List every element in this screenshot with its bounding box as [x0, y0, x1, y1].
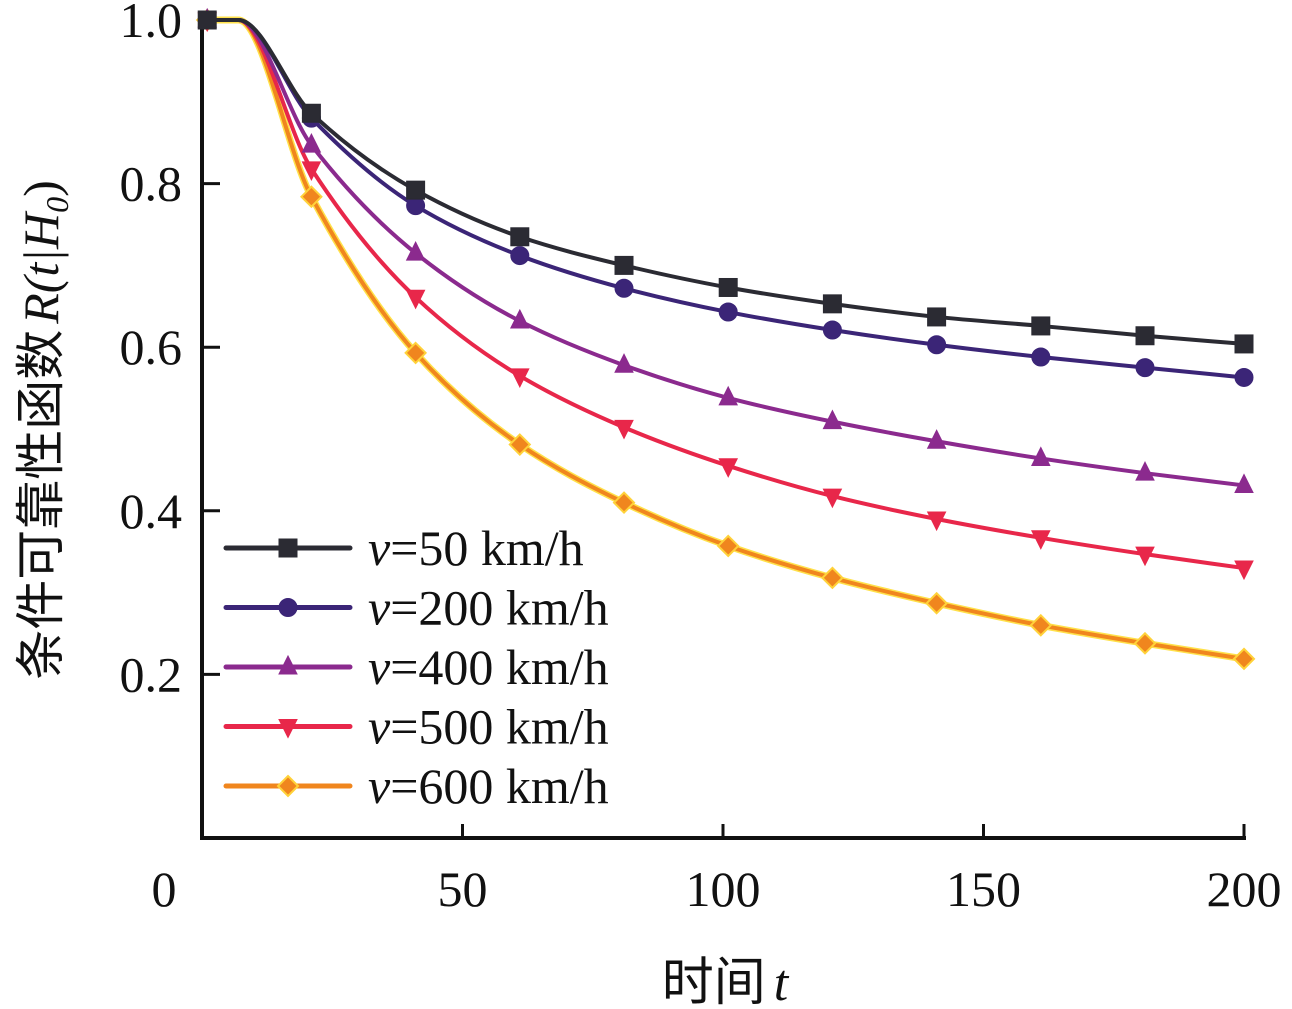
triangle-up-marker — [1234, 473, 1254, 493]
triangle-up-marker — [1135, 461, 1155, 481]
legend-label: v=200 km/h — [368, 580, 609, 636]
x-tick-label: 200 — [1207, 861, 1282, 917]
diamond-marker — [1232, 647, 1256, 671]
x-tick-label: 50 — [438, 861, 488, 917]
diamond-marker — [820, 566, 844, 590]
triangle-up-marker — [301, 133, 322, 153]
y-tick-label: 0.8 — [120, 156, 183, 212]
y-tick-label: 0.4 — [120, 483, 183, 539]
triangle-down-marker — [822, 488, 843, 509]
triangle-down-marker — [510, 368, 530, 388]
y-tick-label: 1.0 — [120, 0, 183, 48]
legend-item: v=400 km/h — [223, 639, 609, 695]
legend-item: v=50 km/h — [223, 520, 584, 576]
y-tick-label: 0.6 — [120, 319, 183, 375]
diamond-marker — [276, 774, 300, 798]
square-marker — [197, 10, 217, 30]
x-axis-label: 时间 t — [662, 955, 790, 1009]
triangle-up-marker — [278, 654, 298, 675]
triangle-up-marker — [614, 353, 634, 373]
legend-item: v=500 km/h — [223, 699, 609, 755]
square-marker — [927, 307, 947, 327]
triangle-up-marker — [405, 241, 426, 261]
legend-label: v=400 km/h — [368, 639, 609, 695]
square-marker — [1234, 334, 1254, 354]
square-marker — [406, 180, 426, 200]
circle-marker — [510, 246, 530, 266]
diamond-marker — [1029, 613, 1053, 637]
triangle-up-marker — [718, 385, 739, 406]
triangle-up-marker — [510, 308, 530, 329]
legend-label: v=500 km/h — [368, 699, 609, 755]
square-marker — [1031, 316, 1051, 336]
square-marker — [278, 538, 298, 558]
legend-item: v=600 km/h — [223, 758, 609, 814]
series-line — [207, 18, 1245, 488]
diamond-marker — [925, 591, 949, 615]
triangle-down-marker — [614, 419, 634, 440]
circle-marker — [614, 278, 634, 298]
legend-label: v=50 km/h — [368, 520, 584, 576]
square-marker — [614, 255, 634, 275]
x-tick-label: 0 — [152, 861, 177, 917]
diamond-marker — [1133, 631, 1157, 655]
square-marker — [301, 103, 321, 123]
triangle-down-marker — [926, 511, 947, 532]
diamond-marker — [404, 341, 428, 365]
x-tick-label: 100 — [686, 861, 761, 917]
circle-marker — [718, 302, 738, 322]
series-line — [207, 18, 1245, 661]
diamond-marker — [716, 534, 740, 558]
triangle-up-marker — [1031, 446, 1051, 466]
triangle-down-marker — [405, 289, 426, 310]
series-v-50-km-h — [197, 10, 1254, 354]
square-marker — [1135, 326, 1155, 346]
y-axis-label: 条件可靠性函数R(t|H0) — [13, 180, 75, 680]
triangle-down-marker — [1135, 546, 1155, 567]
triangle-up-marker — [926, 429, 947, 449]
square-marker — [510, 227, 530, 247]
legend: v=50 km/hv=200 km/hv=400 km/hv=500 km/hv… — [223, 520, 609, 814]
series-v-600-km-h — [195, 8, 1256, 671]
diamond-marker — [299, 185, 323, 209]
circle-marker — [927, 335, 947, 355]
triangle-down-marker — [301, 161, 322, 181]
triangle-down-marker — [1234, 560, 1254, 581]
circle-marker — [1031, 347, 1051, 367]
legend-label: v=600 km/h — [368, 758, 609, 814]
y-tick-label: 0.2 — [120, 646, 183, 702]
square-marker — [718, 277, 738, 297]
circle-marker — [1135, 358, 1155, 378]
axes — [200, 18, 1246, 840]
circle-marker — [278, 598, 298, 617]
circle-marker — [1234, 367, 1254, 387]
triangle-up-marker — [822, 409, 843, 430]
series-line — [207, 18, 1245, 380]
circle-marker — [822, 320, 842, 340]
legend-item: v=200 km/h — [223, 580, 609, 636]
diamond-marker — [508, 433, 532, 456]
triangle-down-marker — [1031, 530, 1051, 550]
triangle-down-marker — [718, 458, 739, 478]
square-marker — [822, 294, 842, 314]
series-v-400-km-h — [197, 7, 1254, 493]
x-tick-label: 150 — [946, 861, 1021, 917]
diamond-marker — [612, 491, 636, 515]
series-glow — [207, 16, 1245, 663]
triangle-down-marker — [278, 719, 298, 739]
